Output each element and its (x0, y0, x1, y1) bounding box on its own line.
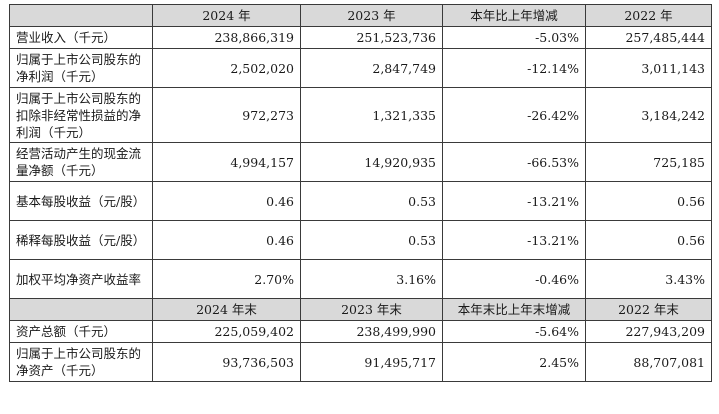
table-row: 基本每股收益（元/股） 0.46 0.53 -13.21% 0.56 (9, 181, 712, 221)
table-cell: 3,011,143 (585, 48, 712, 88)
row-label: 稀释每股收益（元/股） (9, 220, 153, 260)
table-row: 稀释每股收益（元/股） 0.46 0.53 -13.21% 0.56 (9, 220, 712, 260)
table-cell: 0.53 (300, 220, 443, 260)
table-row: 归属于上市公司股东的扣除非经常性损益的净利润（千元） 972,273 1,321… (9, 87, 712, 143)
header-cell: 2023 年末 (300, 298, 443, 321)
table-cell: 14,920,935 (300, 142, 443, 182)
table-cell: 1,321,335 (300, 87, 443, 143)
table-row: 营业收入（千元） 238,866,319 251,523,736 -5.03% … (9, 26, 712, 49)
header-cell (9, 4, 153, 27)
header-cell: 本年比上年增减 (442, 4, 586, 27)
header-cell (9, 298, 153, 321)
table-cell: 93,736,503 (152, 342, 301, 382)
table-cell: -0.46% (442, 259, 586, 299)
table-cell: 227,943,209 (585, 320, 712, 343)
table-header-annual: 2024 年 2023 年 本年比上年增减 2022 年 (9, 4, 712, 27)
table-cell: 91,495,717 (300, 342, 443, 382)
table-cell: 972,273 (152, 87, 301, 143)
table-header-yearend: 2024 年末 2023 年末 本年末比上年末增减 2022 年末 (9, 298, 712, 321)
header-cell: 2023 年 (300, 4, 443, 27)
table-cell: 251,523,736 (300, 26, 443, 49)
header-cell: 2022 年 (585, 4, 712, 27)
header-cell: 2024 年 (152, 4, 301, 27)
table-cell: 0.46 (152, 220, 301, 260)
financial-summary-table: 2024 年 2023 年 本年比上年增减 2022 年 营业收入（千元） 23… (9, 4, 712, 382)
table-row: 加权平均净资产收益率 2.70% 3.16% -0.46% 3.43% (9, 259, 712, 299)
row-label: 营业收入（千元） (9, 26, 153, 49)
header-cell: 2022 年末 (585, 298, 712, 321)
table-cell: 4,994,157 (152, 142, 301, 182)
table-row: 归属于上市公司股东的净利润（千元） 2,502,020 2,847,749 -1… (9, 48, 712, 88)
table-cell: -26.42% (442, 87, 586, 143)
table-cell: 0.53 (300, 181, 443, 221)
table-cell: 238,499,990 (300, 320, 443, 343)
row-label: 归属于上市公司股东的净利润（千元） (9, 48, 153, 88)
table-cell: 3.43% (585, 259, 712, 299)
row-label: 加权平均净资产收益率 (9, 259, 153, 299)
table-cell: 225,059,402 (152, 320, 301, 343)
row-label: 归属于上市公司股东的净资产（千元） (9, 342, 153, 382)
table-row: 经营活动产生的现金流量净额（千元） 4,994,157 14,920,935 -… (9, 142, 712, 182)
table-cell: 0.56 (585, 220, 712, 260)
table-cell: 2.45% (442, 342, 586, 382)
table-cell: -5.64% (442, 320, 586, 343)
table-row: 归属于上市公司股东的净资产（千元） 93,736,503 91,495,717 … (9, 342, 712, 382)
table-cell: -5.03% (442, 26, 586, 49)
table-cell: 257,485,444 (585, 26, 712, 49)
header-cell: 2024 年末 (152, 298, 301, 321)
row-label: 经营活动产生的现金流量净额（千元） (9, 142, 153, 182)
table-cell: 0.46 (152, 181, 301, 221)
table-cell: -13.21% (442, 220, 586, 260)
table-cell: 3,184,242 (585, 87, 712, 143)
header-cell: 本年末比上年末增减 (442, 298, 586, 321)
row-label: 归属于上市公司股东的扣除非经常性损益的净利润（千元） (9, 87, 153, 143)
table-cell: 0.56 (585, 181, 712, 221)
table-cell: 88,707,081 (585, 342, 712, 382)
table-cell: 238,866,319 (152, 26, 301, 49)
table-row: 资产总额（千元） 225,059,402 238,499,990 -5.64% … (9, 320, 712, 343)
table-cell: -13.21% (442, 181, 586, 221)
table-cell: 2,502,020 (152, 48, 301, 88)
table-cell: 2,847,749 (300, 48, 443, 88)
table-cell: -12.14% (442, 48, 586, 88)
row-label: 资产总额（千元） (9, 320, 153, 343)
table-cell: 2.70% (152, 259, 301, 299)
row-label: 基本每股收益（元/股） (9, 181, 153, 221)
table-cell: 725,185 (585, 142, 712, 182)
table-cell: 3.16% (300, 259, 443, 299)
table-cell: -66.53% (442, 142, 586, 182)
